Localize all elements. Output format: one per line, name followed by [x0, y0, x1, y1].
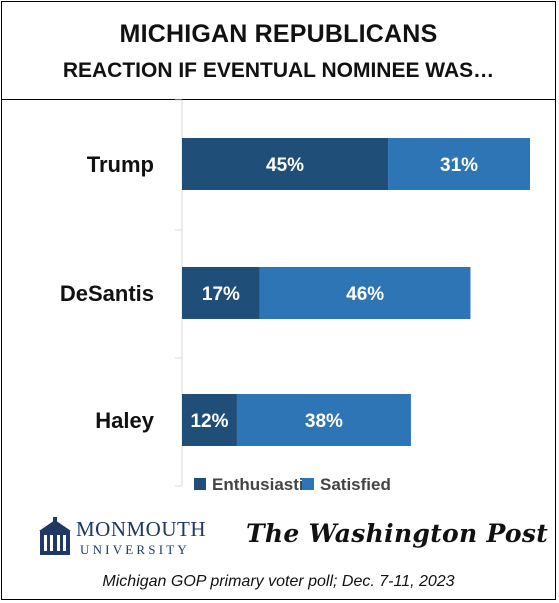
monmouth-subtitle: UNIVERSITY	[80, 542, 190, 557]
chart-subtitle: REACTION IF EVENTUAL NOMINEE WAS…	[62, 59, 495, 82]
category-label-trump: Trump	[87, 152, 154, 177]
category-label-haley: Haley	[95, 408, 154, 433]
data-label-satisfied-trump: 31%	[440, 155, 478, 176]
category-label-desantis: DeSantis	[60, 281, 154, 306]
washington-post-logo: The Washington Post	[246, 519, 549, 548]
bar-satisfied-haley	[236, 394, 411, 446]
bar-enthusiastic-desantis	[182, 267, 260, 319]
data-label-enthusiastic-desantis: 17%	[202, 284, 240, 305]
stacked-bar-chart: Trump 45% 31% DeSantis 17% 46% Haley 12% 38% Enth…	[60, 99, 530, 494]
legend-label-enthusiastic: Enthusiastic	[212, 475, 313, 494]
legend-swatch-enthusiastic	[194, 478, 206, 490]
legend-swatch-satisfied	[302, 478, 314, 490]
data-label-enthusiastic-trump: 45%	[266, 155, 304, 176]
bar-satisfied-desantis	[259, 267, 471, 319]
data-label-satisfied-haley: 38%	[305, 411, 343, 432]
chart-header: MICHIGAN REPUBLICANS REACTION IF EVENTUA…	[2, 2, 555, 100]
chart-title: MICHIGAN REPUBLICANS	[119, 20, 438, 48]
monmouth-name: MONMOUTH	[76, 517, 206, 541]
bar-enthusiastic-haley	[182, 394, 237, 446]
logos-row: MONMOUTH UNIVERSITY The Washington Post	[2, 507, 555, 567]
bar-satisfied-trump	[388, 138, 530, 190]
bar-enthusiastic-trump	[182, 138, 389, 190]
data-label-enthusiastic-haley: 12%	[190, 411, 228, 432]
legend-label-satisfied: Satisfied	[320, 475, 391, 494]
data-label-satisfied-desantis: 46%	[346, 284, 384, 305]
monmouth-building-icon	[39, 517, 71, 555]
footer-note: Michigan GOP primary voter poll; Dec. 7-…	[102, 573, 455, 590]
